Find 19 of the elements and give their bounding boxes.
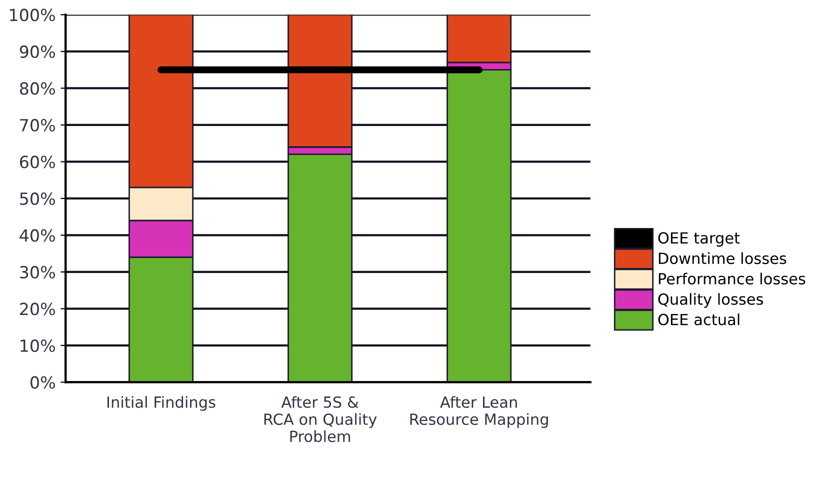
legend-label: OEE actual — [658, 313, 740, 326]
x-tick-label: After 5S & RCA on Quality Problem — [264, 396, 377, 442]
x-tick-label: Initial Findings — [108, 396, 216, 411]
y-tick-label: 50% — [20, 192, 55, 206]
y-tick-label: 70% — [20, 118, 55, 132]
y-tick-label: 10% — [20, 339, 55, 352]
legend-label: Downtime losses — [658, 252, 786, 264]
y-tick-label: 0% — [30, 376, 55, 389]
y-tick-label: 90% — [20, 45, 55, 58]
y-tick-label: 30% — [20, 266, 55, 279]
legend-label: Quality losses — [658, 293, 763, 308]
legend-label: Performance losses — [658, 272, 806, 285]
y-tick-label: 40% — [20, 229, 55, 242]
y-tick-label: 100% — [10, 8, 55, 22]
y-tick-label: 60% — [20, 156, 55, 168]
legend-label: OEE target — [658, 232, 740, 247]
x-tick-label: After Lean Resource Mapping — [410, 396, 548, 428]
y-tick-label: 20% — [20, 302, 55, 316]
y-tick-label: 80% — [20, 82, 55, 95]
